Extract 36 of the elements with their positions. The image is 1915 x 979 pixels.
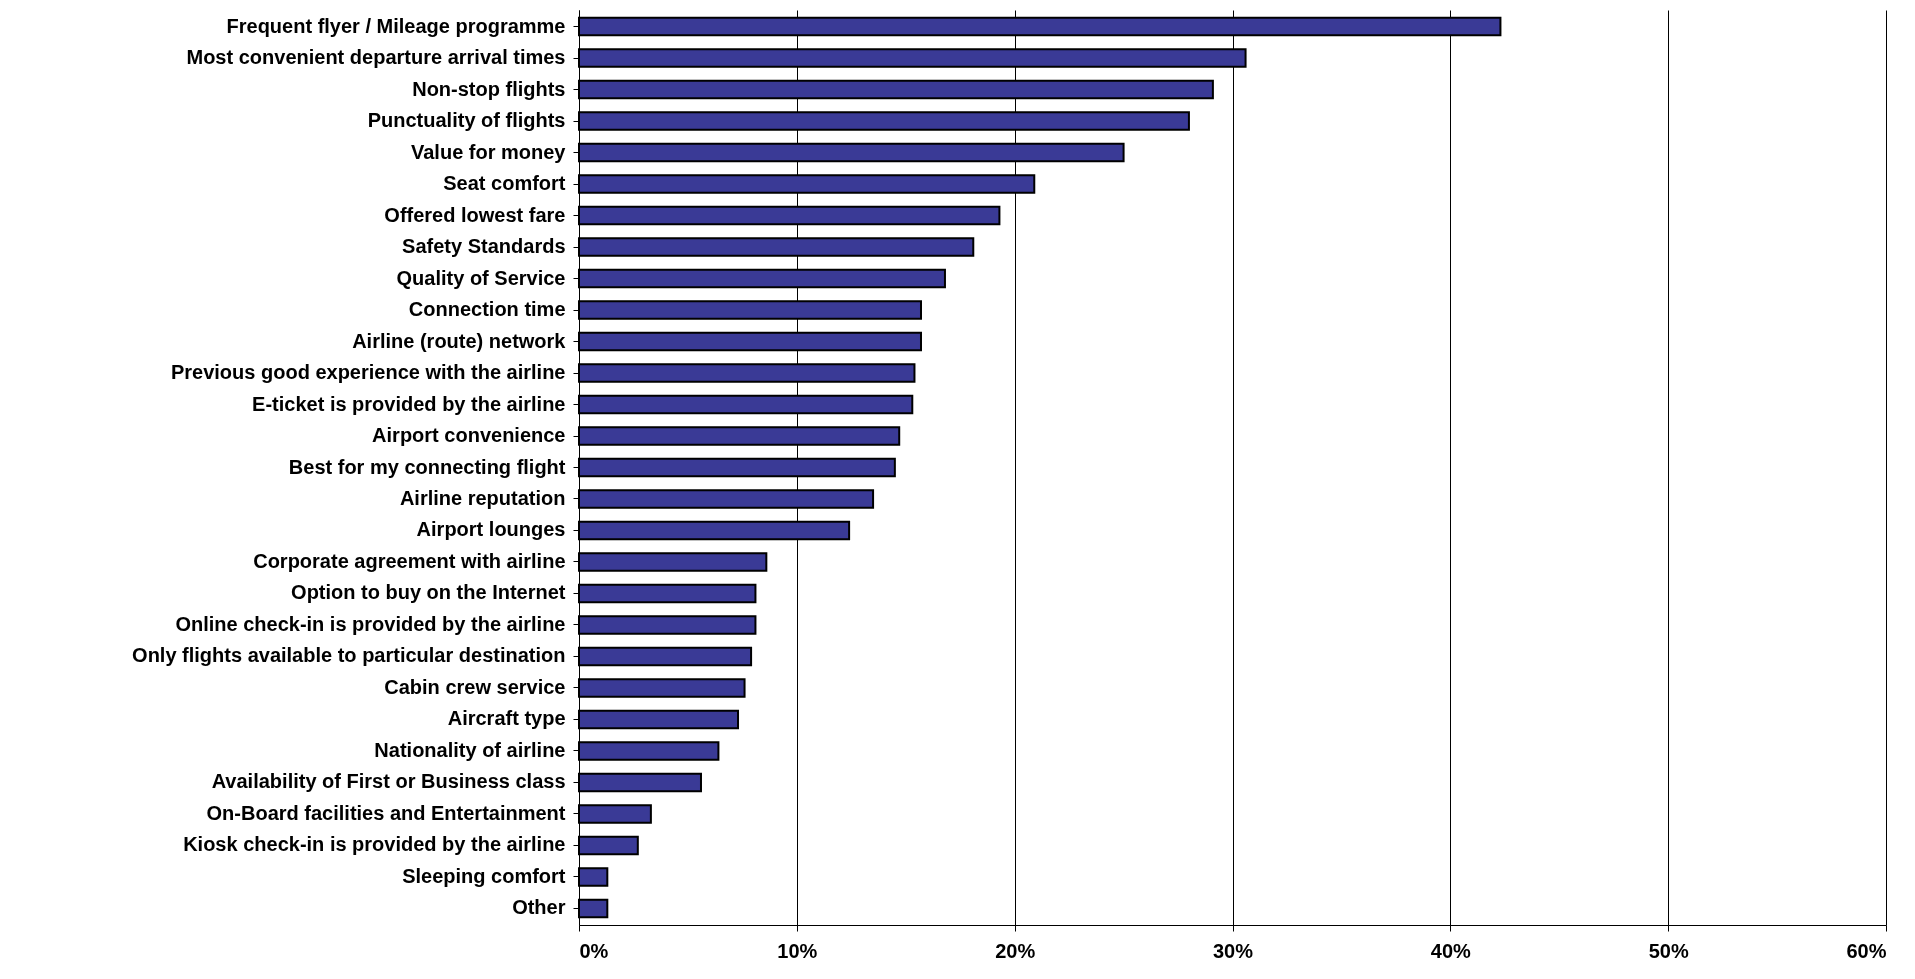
y-tick-label: On-Board facilities and Entertainment (206, 801, 566, 824)
x-tick-label: 10% (777, 939, 818, 962)
y-tick-label: Only flights available to particular destination (132, 644, 566, 667)
y-tick-label: Other (512, 896, 566, 919)
y-tick-label: Availability of First or Business class (211, 770, 566, 793)
y-tick-label: E-ticket is provided by the airline (252, 392, 566, 415)
y-tick-label: Cabin crew service (384, 675, 566, 698)
y-tick-label: Safety Standards (402, 235, 566, 258)
y-tick-label: Non-stop flights (412, 77, 566, 100)
y-tick-label: Connection time (408, 298, 566, 321)
y-tick-label: Seat comfort (443, 172, 566, 195)
y-tick-label: Nationality of airline (374, 738, 566, 761)
y-tick-label: Airline reputation (399, 487, 566, 509)
y-tick-label: Online check-in is provided by the airline (175, 612, 566, 635)
x-tick-label: 40% (1430, 939, 1472, 962)
y-tick-label: Punctuality of flights (367, 109, 566, 132)
y-tick-label: Value for money (411, 140, 567, 163)
y-tick-label: Frequent flyer / Mileage programme (226, 14, 566, 37)
y-tick-label: Sleeping comfort (402, 864, 566, 887)
y-tick-label: Quality of Service (396, 266, 566, 289)
y-tick-label: Airline (route) network (352, 329, 567, 352)
y-tick-label: Previous good experience with the airline (170, 361, 566, 384)
y-tick-label: Best for my connecting flight (288, 455, 566, 478)
x-tick-label: 0% (579, 939, 609, 962)
x-tick-label: 20% (995, 939, 1036, 962)
y-tick-label: Airport convenience (372, 424, 566, 446)
y-tick-label: Corporate agreement with airline (253, 549, 566, 572)
y-tick-label: Kiosk check-in is provided by the airline (183, 833, 566, 856)
y-tick-label: Most convenient departure arrival times (186, 46, 566, 69)
y-tick-label: Option to buy on the Internet (291, 581, 566, 604)
x-tick-label: 30% (1212, 939, 1254, 962)
y-tick-label: Offered lowest fare (384, 203, 566, 226)
y-tick-label: Aircraft type (447, 707, 566, 730)
x-tick-label: 60% (1846, 939, 1887, 962)
x-tick-label: 50% (1648, 939, 1689, 962)
y-tick-label: Airport lounges (416, 518, 566, 541)
